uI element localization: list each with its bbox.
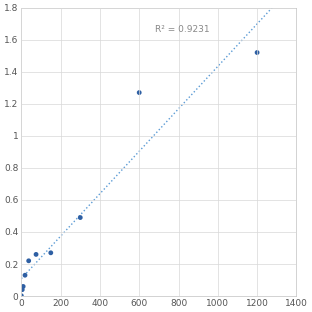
Text: R² = 0.9231: R² = 0.9231 xyxy=(155,25,210,34)
Point xyxy=(21,284,26,289)
Point xyxy=(34,252,39,257)
Point xyxy=(78,215,83,220)
Point xyxy=(137,90,142,95)
Point xyxy=(255,50,260,55)
Point xyxy=(22,273,27,278)
Point xyxy=(48,250,53,255)
Point xyxy=(20,287,25,292)
Point xyxy=(19,293,24,298)
Point xyxy=(26,258,31,263)
